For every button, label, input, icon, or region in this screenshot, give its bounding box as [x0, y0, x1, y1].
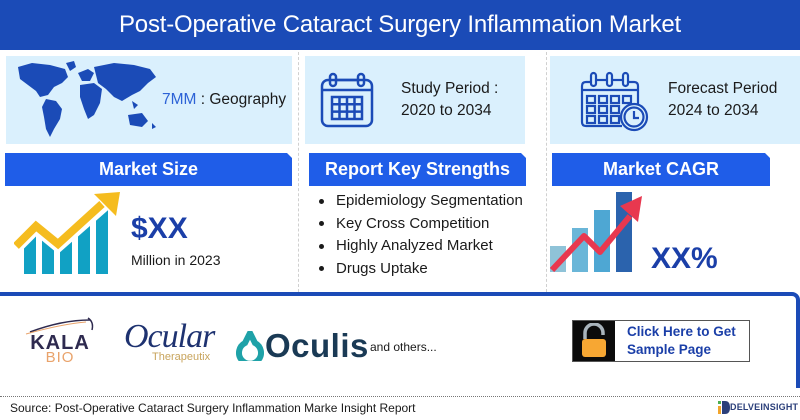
kala-text: KALA — [30, 332, 90, 354]
logo-ocular-therapeutix: Ocular Therapeutix — [124, 318, 220, 364]
forecast-period-label: Forecast Period — [668, 80, 778, 97]
page-title: Post-Operative Cataract Surgery Inflamma… — [118, 11, 681, 38]
delveinsight-text: DELVEINSIGHT — [730, 402, 799, 412]
ocular-text: Ocular — [124, 318, 215, 355]
market-size-heading: Market Size — [5, 153, 292, 186]
market-cagr-heading-text: Market CAGR — [602, 159, 720, 179]
study-period-text: Study Period : 2020 to 2034 — [401, 78, 498, 122]
list-item: Epidemiology Segmentation — [313, 190, 523, 213]
bio-text: BIO — [45, 349, 75, 366]
list-item: Key Cross Competition — [313, 213, 523, 236]
market-size-heading-text: Market Size — [98, 159, 199, 179]
page-header: Post-Operative Cataract Surgery Inflamma… — [0, 0, 800, 50]
delveinsight-logo: DELVEINSIGHT — [718, 400, 798, 414]
delveinsight-mark-icon — [718, 401, 730, 414]
forecast-period-box: Forecast Period 2024 to 2034 — [550, 56, 800, 144]
world-map-icon — [18, 61, 156, 137]
list-item-text: Drugs Uptake — [336, 259, 428, 277]
forecast-period-text: Forecast Period 2024 to 2034 — [668, 78, 777, 122]
column-divider — [546, 52, 547, 292]
market-cagr-value: XX% — [651, 242, 718, 275]
calendar-icon — [320, 72, 374, 128]
bullet-icon — [319, 221, 324, 227]
column-divider — [298, 52, 299, 292]
footer-divider — [0, 396, 800, 397]
list-item: Drugs Uptake — [313, 258, 523, 281]
list-item: Highly Analyzed Market — [313, 235, 523, 258]
calendar-clock-icon — [580, 71, 649, 132]
bullet-icon — [319, 266, 324, 272]
companies-frame — [0, 292, 800, 392]
geography-text: 7MM : Geography — [162, 89, 286, 111]
bullet-icon — [319, 243, 324, 249]
oculis-drop-icon — [236, 331, 264, 361]
key-strengths-list: Epidemiology Segmentation Key Cross Comp… — [313, 190, 523, 280]
forecast-period-value: 2024 to 2034 — [668, 102, 759, 119]
market-cagr-heading: Market CAGR — [552, 153, 770, 186]
bullet-icon — [319, 198, 324, 204]
growth-chart-icon — [14, 192, 120, 274]
list-item-text: Key Cross Competition — [336, 214, 490, 232]
list-item-text: Highly Analyzed Market — [336, 237, 493, 254]
lock-box — [573, 321, 615, 361]
cta-text: Click Here to Get Sample Page — [615, 321, 749, 361]
market-size-value: $XX — [131, 212, 188, 245]
study-period-value: 2020 to 2034 — [401, 102, 492, 119]
key-strengths-heading: Report Key Strengths — [309, 153, 526, 186]
frame-mask — [780, 388, 800, 396]
key-strengths-heading-text: Report Key Strengths — [324, 159, 511, 179]
unlock-icon — [582, 323, 606, 357]
cagr-chart-icon — [550, 192, 642, 272]
cta-line2: Sample Page — [627, 342, 712, 357]
study-period-box: Study Period : 2020 to 2034 — [305, 56, 525, 144]
cta-line1: Click Here to Get — [627, 324, 736, 339]
source-text: Source: Post-Operative Cataract Surgery … — [10, 401, 416, 415]
oculis-text: Oculis — [265, 327, 369, 364]
list-item-text: Epidemiology Segmentation — [336, 192, 523, 209]
geography-box: 7MM : Geography — [6, 56, 292, 144]
logo-kala-bio: KALA BIO — [22, 316, 102, 366]
logo-oculis: Oculis — [236, 326, 369, 366]
others-label: and others... — [370, 340, 437, 354]
therapeutix-text: Therapeutix — [152, 351, 211, 363]
market-size-caption: Million in 2023 — [131, 252, 221, 268]
study-period-label: Study Period : — [401, 80, 499, 97]
kala-swoosh-icon — [25, 317, 94, 335]
geography-label: : Geography — [196, 91, 287, 108]
get-sample-page-button[interactable]: Click Here to Get Sample Page — [572, 320, 750, 362]
geography-value: 7MM — [162, 91, 197, 108]
